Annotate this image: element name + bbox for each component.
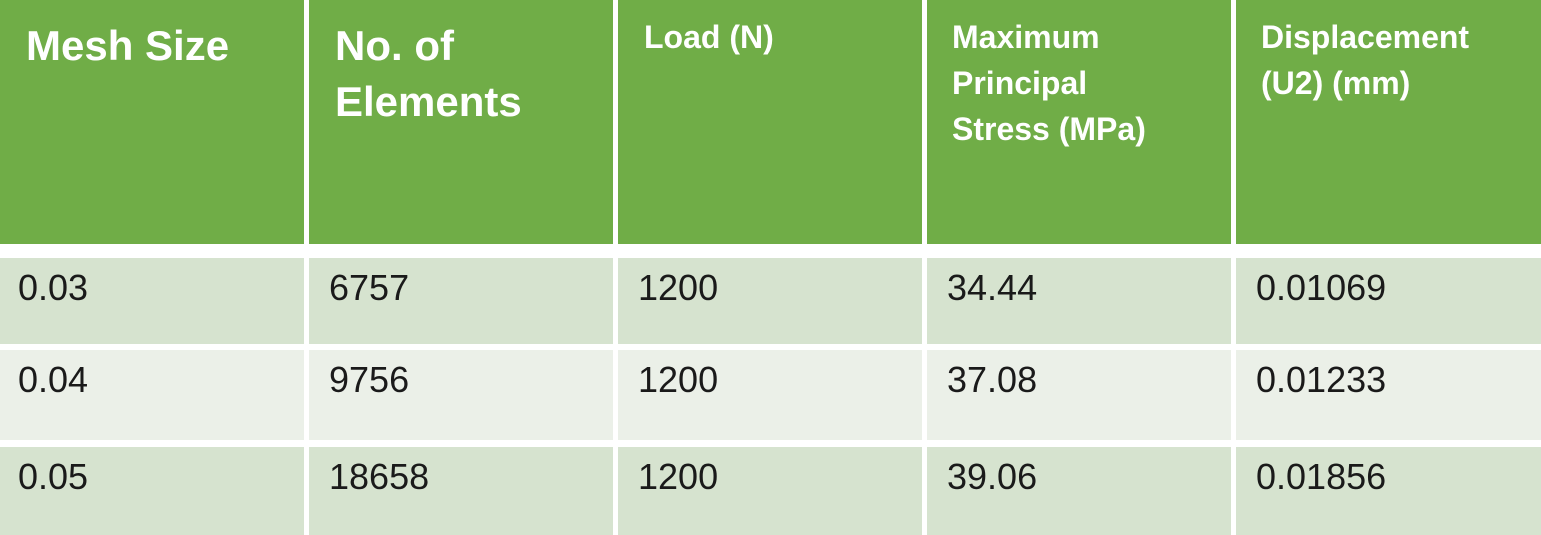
cell-value: 18658 <box>329 456 430 497</box>
cell-value: 1200 <box>638 359 719 400</box>
header-cell-load: Load (N) <box>618 0 922 244</box>
cell-value: 0.03 <box>18 267 89 308</box>
table-cell: 0.01069 <box>1236 258 1541 344</box>
table-cell: 9756 <box>309 350 613 440</box>
table-cell: 37.08 <box>927 350 1231 440</box>
header-label: Load (N) <box>644 19 774 55</box>
cell-value: 1200 <box>638 267 719 308</box>
table-cell: 1200 <box>618 258 922 344</box>
cell-value: 0.01856 <box>1256 456 1387 497</box>
header-cell-displacement: Displacement (U2) (mm) <box>1236 0 1541 244</box>
header-label: Displacement (U2) (mm) <box>1261 19 1470 101</box>
table-cell: 0.03 <box>0 258 304 344</box>
cell-value: 34.44 <box>947 267 1038 308</box>
header-cell-max-principal-stress: Maximum Principal Stress (MPa) <box>927 0 1231 244</box>
table-cell: 6757 <box>309 258 613 344</box>
table-cell: 18658 <box>309 447 613 535</box>
table-cell: 1200 <box>618 447 922 535</box>
cell-value: 37.08 <box>947 359 1038 400</box>
header-cell-no-of-elements: No. of Elements <box>309 0 613 244</box>
cell-value: 9756 <box>329 359 410 400</box>
cell-value: 0.05 <box>18 456 89 497</box>
table-cell: 0.01856 <box>1236 447 1541 535</box>
table-cell: 34.44 <box>927 258 1231 344</box>
cell-value: 39.06 <box>947 456 1038 497</box>
cell-value: 1200 <box>638 456 719 497</box>
cell-value: 6757 <box>329 267 410 308</box>
header-label: Mesh Size <box>26 22 230 69</box>
table-cell: 1200 <box>618 350 922 440</box>
header-label: Maximum Principal Stress (MPa) <box>952 19 1146 147</box>
cell-value: 0.01233 <box>1256 359 1387 400</box>
table-cell: 39.06 <box>927 447 1231 535</box>
header-label: No. of Elements <box>335 22 522 125</box>
table-cell: 0.04 <box>0 350 304 440</box>
header-cell-mesh-size: Mesh Size <box>0 0 304 244</box>
cell-value: 0.01069 <box>1256 267 1387 308</box>
table-cell: 0.01233 <box>1236 350 1541 440</box>
cell-value: 0.04 <box>18 359 89 400</box>
table-cell: 0.05 <box>0 447 304 535</box>
